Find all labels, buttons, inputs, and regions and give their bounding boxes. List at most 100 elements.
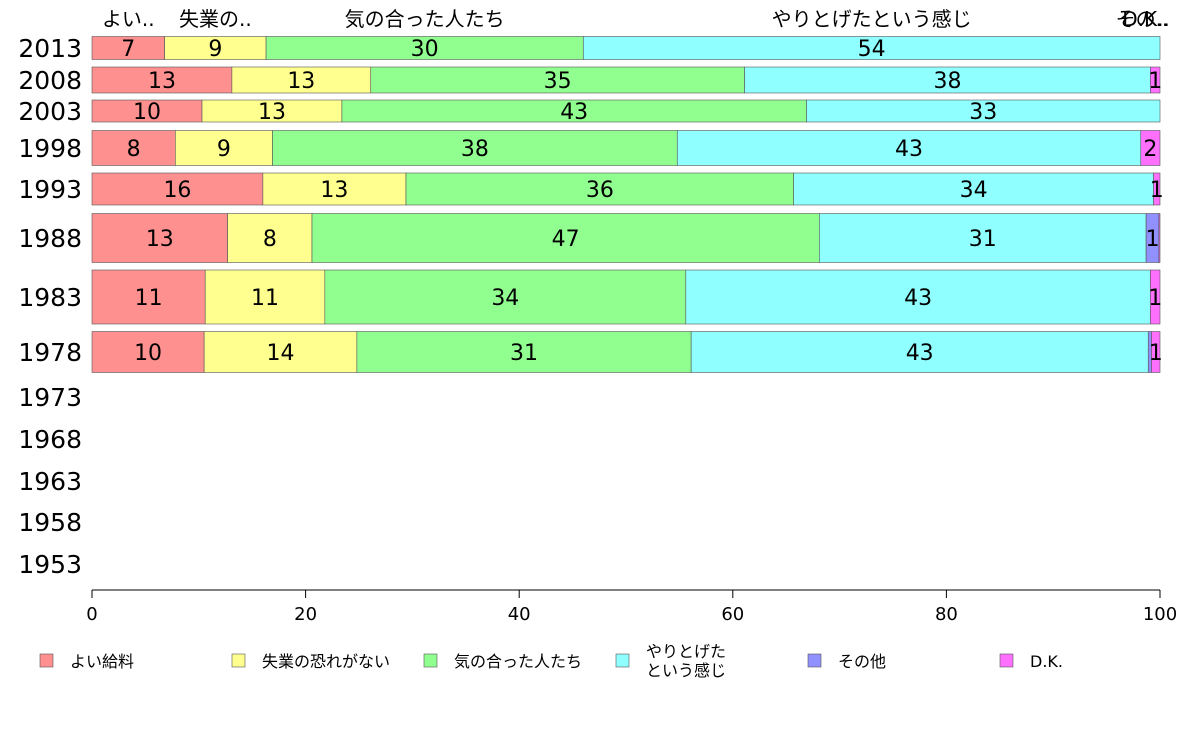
legend-swatch	[231, 653, 246, 668]
bar-value-label: 38	[933, 69, 961, 94]
x-tick-label: 40	[508, 604, 531, 625]
y-category-label: 1983	[18, 283, 82, 312]
bar-value-label: 9	[208, 37, 222, 62]
bar-segment	[311, 213, 820, 263]
bar-value-label: 1	[1149, 341, 1163, 366]
top-series-label: 失業の..	[179, 7, 252, 31]
bar-value-label: 16	[163, 178, 191, 203]
bar-value-label: 10	[134, 341, 162, 366]
bar-segment	[175, 130, 273, 166]
bar-value-label: 43	[895, 137, 923, 162]
bar-segment	[91, 66, 233, 94]
bar-value-label: 1	[1148, 286, 1162, 311]
legend-label: その他	[838, 652, 886, 671]
legend-label: D.K.	[1030, 652, 1063, 671]
bar-value-label: 31	[969, 227, 997, 252]
top-series-label: D.K..	[1122, 7, 1170, 31]
legend-swatch	[423, 653, 438, 668]
bar-segment	[91, 269, 206, 325]
bar-segment	[685, 269, 1151, 325]
bar-value-label: 2	[1143, 137, 1157, 162]
bar-value-label: 8	[263, 227, 277, 252]
bar-segment	[806, 99, 1161, 123]
bar-value-label: 43	[906, 341, 934, 366]
y-category-label: 1963	[18, 467, 82, 496]
y-category-label: 1968	[18, 425, 82, 454]
bar-value-label: 9	[217, 137, 231, 162]
x-tick-label: 80	[935, 604, 958, 625]
top-series-label: よい..	[102, 7, 155, 31]
bar-segment	[272, 130, 678, 166]
bar-segment	[582, 36, 1161, 60]
bar-value-label: 33	[969, 100, 997, 125]
bar-value-label: 13	[320, 178, 348, 203]
bar-segment	[203, 331, 358, 373]
bar-value-label: 14	[267, 341, 295, 366]
top-series-label: 気の合った人たち	[345, 7, 505, 31]
bar-value-label: 13	[146, 227, 174, 252]
bar-segment	[793, 172, 1154, 206]
bar-segment	[370, 66, 745, 94]
bar-segment	[690, 331, 1149, 373]
bar-segment	[405, 172, 794, 206]
legend-label: 気の合った人たち	[454, 652, 582, 671]
bar-value-label: 13	[258, 100, 286, 125]
bar-value-label: 43	[904, 286, 932, 311]
bar-segment	[204, 269, 326, 325]
bar-segment	[91, 172, 264, 206]
x-tick-label: 60	[721, 604, 744, 625]
bar-segment	[676, 130, 1142, 166]
bar-value-label: 10	[133, 100, 161, 125]
legend-label: という感じ	[646, 661, 726, 680]
bar-segment	[262, 172, 407, 206]
legend-swatch	[999, 653, 1014, 668]
y-category-label: 1958	[18, 508, 82, 537]
bar-segment	[1151, 331, 1161, 373]
y-category-label: 1993	[18, 175, 82, 204]
legend-label: 失業の恐れがない	[262, 652, 390, 671]
bar-value-label: 11	[135, 286, 163, 311]
bar-segment	[91, 130, 176, 166]
bar-value-label: 1	[1146, 227, 1160, 252]
bar-value-label: 1	[1150, 178, 1164, 203]
bar-value-label: 34	[491, 286, 519, 311]
bar-value-label: 31	[510, 341, 538, 366]
bar-segment	[91, 213, 228, 263]
bar-segment	[744, 66, 1151, 94]
bar-segment	[1158, 213, 1161, 263]
bar-segment	[1153, 172, 1161, 206]
bar-value-label: 36	[586, 178, 614, 203]
bar-value-label: 1	[1148, 69, 1162, 94]
bar-segment	[1140, 130, 1161, 166]
bar-value-label: 47	[552, 227, 580, 252]
bar-value-label: 13	[287, 69, 315, 94]
bar-value-label: 34	[960, 178, 988, 203]
bar-value-label: 8	[127, 137, 141, 162]
y-category-label: 1973	[18, 383, 82, 412]
bar-segment	[324, 269, 687, 325]
bar-segment	[227, 213, 313, 263]
bar-value-label: 7	[121, 37, 135, 62]
y-category-label: 2003	[18, 97, 82, 126]
y-category-label: 1998	[18, 134, 82, 163]
legend-label: よい給料	[70, 652, 134, 671]
bar-segment	[91, 331, 205, 373]
bar-segment	[231, 66, 372, 94]
bar-value-label: 35	[544, 69, 572, 94]
legend-swatch	[807, 653, 822, 668]
bar-segment	[1150, 66, 1161, 94]
y-category-label: 1953	[18, 550, 82, 579]
bar-segment	[1150, 269, 1161, 325]
y-category-label: 2008	[18, 66, 82, 95]
bar-value-label: 13	[148, 69, 176, 94]
x-tick-label: 0	[86, 604, 97, 625]
bar-segment	[819, 213, 1147, 263]
y-category-label: 1988	[18, 224, 82, 253]
x-tick-label: 20	[294, 604, 317, 625]
bar-value-label: 54	[858, 37, 886, 62]
x-tick-label: 100	[1143, 604, 1177, 625]
y-category-label: 2013	[18, 34, 82, 63]
bar-value-label: 11	[251, 286, 279, 311]
bar-value-label: 30	[411, 37, 439, 62]
